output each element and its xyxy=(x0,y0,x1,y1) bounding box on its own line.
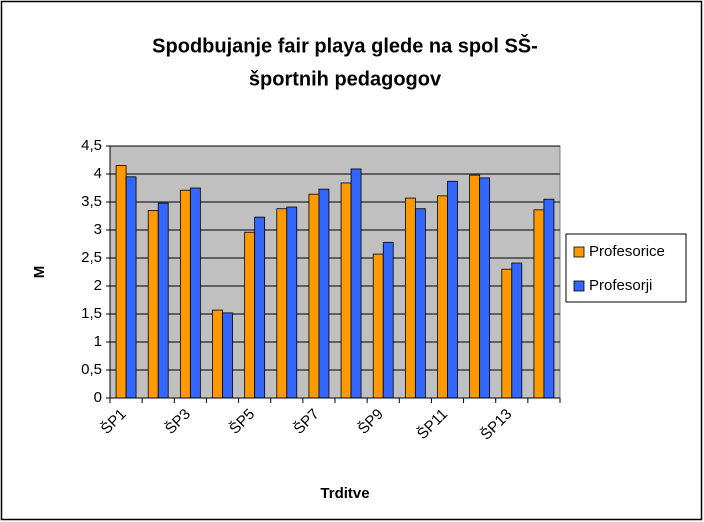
bar xyxy=(533,209,545,399)
bar xyxy=(222,312,233,399)
bar xyxy=(543,198,555,399)
bar xyxy=(318,188,330,399)
y-tick-label: 1,5 xyxy=(81,305,102,322)
bar xyxy=(437,195,448,399)
y-axis-label: M xyxy=(31,266,48,279)
bar xyxy=(340,182,352,399)
bar xyxy=(189,187,201,399)
bar xyxy=(276,208,288,399)
y-tick-label: 2 xyxy=(94,277,102,294)
y-tick-label: 0 xyxy=(94,389,102,406)
y-tick-label: 1 xyxy=(94,333,102,350)
chart-title: Spodbujanje fair playa glede na spol SŠ- xyxy=(152,33,538,57)
y-tick-label: 3,5 xyxy=(81,193,102,210)
bar xyxy=(115,165,127,399)
bar xyxy=(414,208,426,399)
bar xyxy=(179,189,191,399)
plot-area xyxy=(109,145,561,399)
y-tick-label: 2,5 xyxy=(81,249,102,266)
bar xyxy=(469,174,481,399)
bar xyxy=(254,216,266,399)
legend xyxy=(565,233,687,303)
bar xyxy=(244,231,256,399)
bar xyxy=(350,168,362,399)
x-axis-label: Trditve xyxy=(320,485,369,502)
legend-swatch xyxy=(573,280,585,292)
bar xyxy=(125,176,137,399)
bar xyxy=(372,253,384,399)
bar xyxy=(479,177,491,399)
bar xyxy=(501,268,513,399)
bar xyxy=(147,209,159,399)
legend-swatch xyxy=(573,246,585,258)
bar xyxy=(212,309,223,399)
bar xyxy=(447,180,458,399)
bar xyxy=(286,206,298,399)
y-tick-label: 4 xyxy=(94,165,102,182)
legend-label: Profesorji xyxy=(589,277,652,294)
legend-label: Profesorice xyxy=(589,243,665,260)
y-tick-label: 0,5 xyxy=(81,361,102,378)
bar xyxy=(308,193,320,399)
bar xyxy=(511,262,523,399)
bar xyxy=(157,202,169,399)
bar xyxy=(382,241,394,399)
y-tick-label: 4,5 xyxy=(81,137,102,154)
bar xyxy=(404,197,416,399)
y-tick-label: 3 xyxy=(94,221,102,238)
chart-title: športnih pedagogov xyxy=(249,68,442,90)
